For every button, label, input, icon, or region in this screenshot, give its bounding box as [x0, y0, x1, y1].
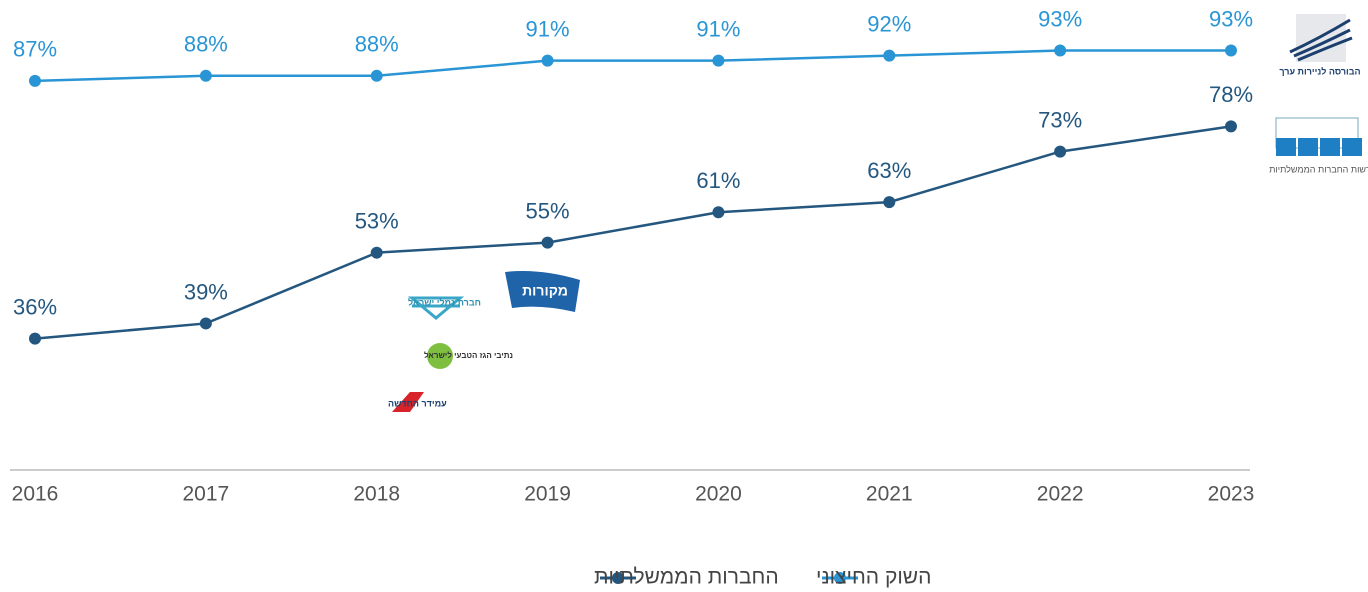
data-label: 91% [526, 16, 570, 41]
point [199, 317, 212, 330]
legend-marker [612, 572, 624, 584]
logo-text: חברת נמלי ישראל [408, 297, 481, 307]
data-label: 73% [1038, 107, 1082, 132]
data-label: 36% [13, 294, 57, 319]
x-tick-label: 2016 [12, 483, 59, 506]
point [712, 206, 725, 219]
logo-ports: חברת נמלי ישראל [407, 296, 481, 320]
logo-gca: רשות החברות הממשלתיות [1269, 117, 1368, 174]
x-tick-label: 2019 [524, 483, 571, 506]
logo-tase: הבורסה לניירות ערך [1279, 14, 1361, 76]
point [29, 74, 41, 87]
logo-ingl: נתיבי הגז הטבעי לישראל [424, 343, 513, 369]
x-tick-label: 2017 [182, 483, 229, 506]
point [1054, 44, 1067, 57]
data-label: 87% [13, 37, 57, 62]
x-tick-label: 2018 [353, 483, 400, 506]
data-label: 63% [867, 158, 911, 183]
data-label: 55% [526, 198, 570, 223]
legend-label: החברות הממשלתיות [594, 566, 779, 589]
data-label: 92% [867, 11, 911, 36]
data-label: 39% [184, 279, 228, 304]
logo-amidar: עמידר החדשה [388, 392, 447, 412]
x-tick-label: 2020 [695, 483, 742, 506]
point [1054, 145, 1067, 158]
data-label: 93% [1209, 6, 1253, 31]
data-label: 53% [355, 209, 399, 234]
point [712, 54, 725, 67]
data-label: 88% [355, 32, 399, 57]
logo-text: הבורסה לניירות ערך [1279, 66, 1360, 76]
data-label: 78% [1209, 82, 1253, 107]
data-label: 93% [1038, 6, 1082, 31]
logo-text: מקורות [522, 283, 568, 299]
x-tick-label: 2022 [1037, 483, 1084, 506]
point [29, 332, 41, 345]
data-label: 88% [184, 32, 228, 57]
logo-text: עמידר החדשה [388, 398, 447, 408]
data-label: 91% [696, 16, 740, 41]
series-line [34, 125, 1232, 340]
logo-mekorot: מקורות [505, 271, 580, 312]
point [370, 69, 383, 82]
point [883, 49, 896, 62]
data-label: 61% [696, 168, 740, 193]
point [1225, 120, 1237, 133]
x-tick-label: 2023 [1208, 483, 1255, 506]
point [883, 196, 896, 209]
logo-text: נתיבי הגז הטבעי לישראל [424, 351, 513, 360]
point [370, 246, 383, 259]
point [199, 69, 212, 82]
point [541, 54, 554, 67]
point [1225, 44, 1237, 57]
x-tick-label: 2021 [866, 483, 913, 506]
legend-label: השוק החיצוני [816, 566, 931, 589]
logo-text: רשות החברות הממשלתיות [1269, 164, 1368, 174]
series-line [34, 49, 1231, 83]
point [541, 236, 554, 249]
legend-marker [834, 572, 846, 584]
